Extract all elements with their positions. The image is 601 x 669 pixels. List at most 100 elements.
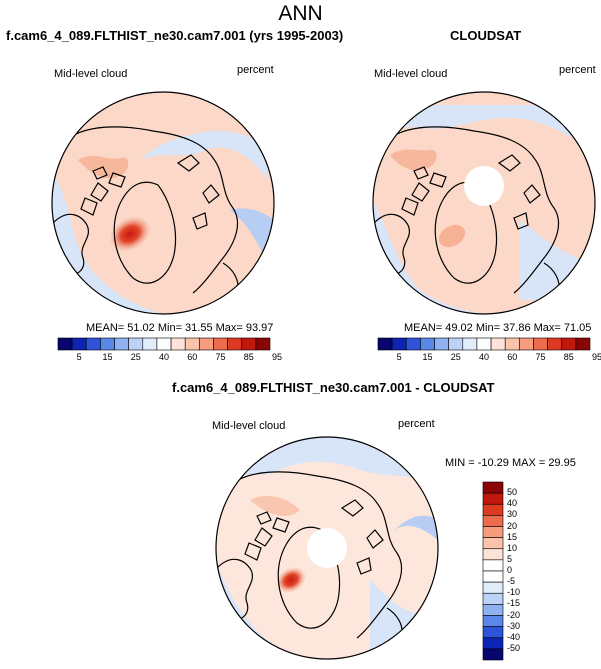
panel1-colorbar-swatch xyxy=(71,337,87,351)
panel3-colorbar-tick-label: -10 xyxy=(507,587,521,598)
panel2-colorbar-tick-label: 15 xyxy=(422,352,433,362)
panel3-colorbar-swatch xyxy=(482,526,504,538)
panel1-colorbar-swatch xyxy=(255,337,271,351)
panel3-units-label: percent xyxy=(398,418,435,430)
panel1-colorbar xyxy=(57,337,271,351)
panel1-title: f.cam6_4_089.FLTHIST_ne30.cam7.001 (yrs … xyxy=(6,28,344,43)
panel2-colorbar-swatch xyxy=(533,337,548,351)
panel2-colorbar-swatch xyxy=(420,337,435,351)
panel3-colorbar-swatch xyxy=(482,626,504,639)
panel2-colorbar-swatch xyxy=(547,337,563,351)
figure-title: ANN xyxy=(278,2,323,25)
panel3-colorbar-tick-label: 0 xyxy=(507,565,513,575)
panel2-colorbar-swatch xyxy=(490,337,506,351)
panel2-colorbar-swatch xyxy=(434,337,449,351)
panel1-colorbar-swatch xyxy=(142,337,158,351)
panel3-colorbar-tick-label: 5 xyxy=(507,553,513,564)
panel2-colorbar-swatch xyxy=(405,337,421,351)
panel3-colorbar-tick-label: -30 xyxy=(507,620,521,631)
panel1-colorbar-swatch xyxy=(170,337,186,351)
panel1-colorbar-tick-label: 15 xyxy=(102,352,113,362)
panel3-colorbar-tick-label: 30 xyxy=(507,509,518,520)
panel1-colorbar-tick-label: 75 xyxy=(215,352,226,362)
panel3-colorbar-swatch xyxy=(482,570,504,583)
panel1-colorbar-swatch xyxy=(156,337,172,351)
panel1-colorbar-swatch xyxy=(184,337,200,351)
panel2-units-label: percent xyxy=(559,64,596,76)
panel3-colorbar-tick-label: -20 xyxy=(507,609,521,620)
panel3-colorbar-swatch xyxy=(482,515,504,527)
panel2-colorbar-swatch xyxy=(377,337,393,351)
panel3-colorbar-swatch xyxy=(482,615,504,627)
panel2-stats: MEAN= 49.02 Min= 37.86 Max= 71.05 xyxy=(404,322,592,334)
panel3-colorbar-tick-label: 50 xyxy=(507,487,518,498)
panel3-colorbar-tick-label: 20 xyxy=(507,520,518,531)
panel2-colorbar-tick-label: 95 xyxy=(592,352,601,362)
panel2-map xyxy=(373,92,595,314)
panel3-colorbar-swatch xyxy=(482,581,504,594)
panel1-colorbar-tick-label: 95 xyxy=(272,352,283,362)
panel3-colorbar-tick-label: 40 xyxy=(507,498,518,509)
panel3-colorbar-swatch xyxy=(482,503,504,516)
panel1-colorbar-swatch xyxy=(57,337,73,351)
panel3-colorbar-swatch xyxy=(482,559,504,572)
panel1-colorbar-tick-label: 85 xyxy=(243,352,254,362)
panel3-stats: MIN = -10.29 MAX = 29.95 xyxy=(445,457,576,469)
panel3-title: f.cam6_4_089.FLTHIST_ne30.cam7.001 - CLO… xyxy=(172,380,495,395)
panel1-colorbar-tick-label: 5 xyxy=(76,352,82,362)
panel2-colorbar-swatch xyxy=(448,337,464,351)
panel2-colorbar-swatch xyxy=(504,337,520,351)
panel1-colorbar-swatch xyxy=(85,337,101,351)
panel1-colorbar-swatch xyxy=(241,337,257,351)
panel3-variable-label: Mid-level cloud xyxy=(212,420,286,432)
panel3-colorbar-tick-label: 15 xyxy=(507,531,518,542)
panel2-title: CLOUDSAT xyxy=(450,28,522,43)
panel3-colorbar-tick-label: 10 xyxy=(507,542,518,553)
panel2-colorbar-tick-label: 25 xyxy=(450,352,461,362)
panel2-variable-label: Mid-level cloud xyxy=(374,68,448,80)
panel3-colorbar-swatch xyxy=(482,592,504,605)
panel1-units-label: percent xyxy=(237,64,274,76)
panel1-variable-label: Mid-level cloud xyxy=(54,68,128,80)
panel2-colorbar-swatch xyxy=(462,337,478,351)
panel2-colorbar-swatch xyxy=(391,337,407,351)
panel1-colorbar-swatch xyxy=(114,337,129,351)
panel2-missing-data-hole xyxy=(464,166,504,206)
panel1-colorbar-swatch xyxy=(128,337,144,351)
panel3-colorbar-swatch xyxy=(482,637,504,650)
panel2-colorbar-tick-label: 5 xyxy=(396,352,402,362)
panel1-colorbar-tick-label: 60 xyxy=(187,352,198,362)
panel1-colorbar-swatch xyxy=(199,337,214,351)
panel3-colorbar-tick-label: -50 xyxy=(507,642,521,653)
panel2-map-border xyxy=(372,91,596,315)
panel2-colorbar-swatch xyxy=(561,337,577,351)
panel1-colorbar-swatch xyxy=(100,337,115,351)
panel3-colorbar-tick-label: -5 xyxy=(507,576,516,587)
panel2-colorbar-tick-label: 40 xyxy=(478,352,489,362)
panel3-colorbar-swatch xyxy=(482,537,504,550)
panel3-colorbar-swatch xyxy=(482,604,504,616)
panel3-missing-data-hole xyxy=(307,528,347,568)
panel2-colorbar xyxy=(377,337,591,351)
panel3-colorbar-tick-label: -40 xyxy=(507,631,521,642)
panel2-colorbar-tick-label: 85 xyxy=(563,352,574,362)
panel3-colorbar-swatch xyxy=(482,481,504,494)
panel1-colorbar-swatch xyxy=(227,337,243,351)
panel3-colorbar-swatch xyxy=(482,548,504,561)
panel3-colorbar-swatch xyxy=(482,648,504,661)
panel3-colorbar xyxy=(482,481,504,661)
panel1-colorbar-tick-label: 40 xyxy=(158,352,169,362)
panel2-colorbar-swatch xyxy=(519,337,534,351)
panel2-colorbar-swatch xyxy=(575,337,591,351)
panel1-map-border xyxy=(51,91,275,315)
panel3-colorbar-tick-label: -15 xyxy=(507,598,521,609)
panel1-stats: MEAN= 51.02 Min= 31.55 Max= 93.97 xyxy=(86,322,274,334)
panel2-colorbar-tick-label: 75 xyxy=(535,352,546,362)
panel1-colorbar-swatch xyxy=(213,337,228,351)
panel2-colorbar-tick-label: 60 xyxy=(507,352,518,362)
panel3-colorbar-swatch xyxy=(482,492,504,505)
panel3-map-border xyxy=(215,436,439,660)
panel1-colorbar-tick-label: 25 xyxy=(130,352,141,362)
panel2-colorbar-swatch xyxy=(476,337,492,351)
